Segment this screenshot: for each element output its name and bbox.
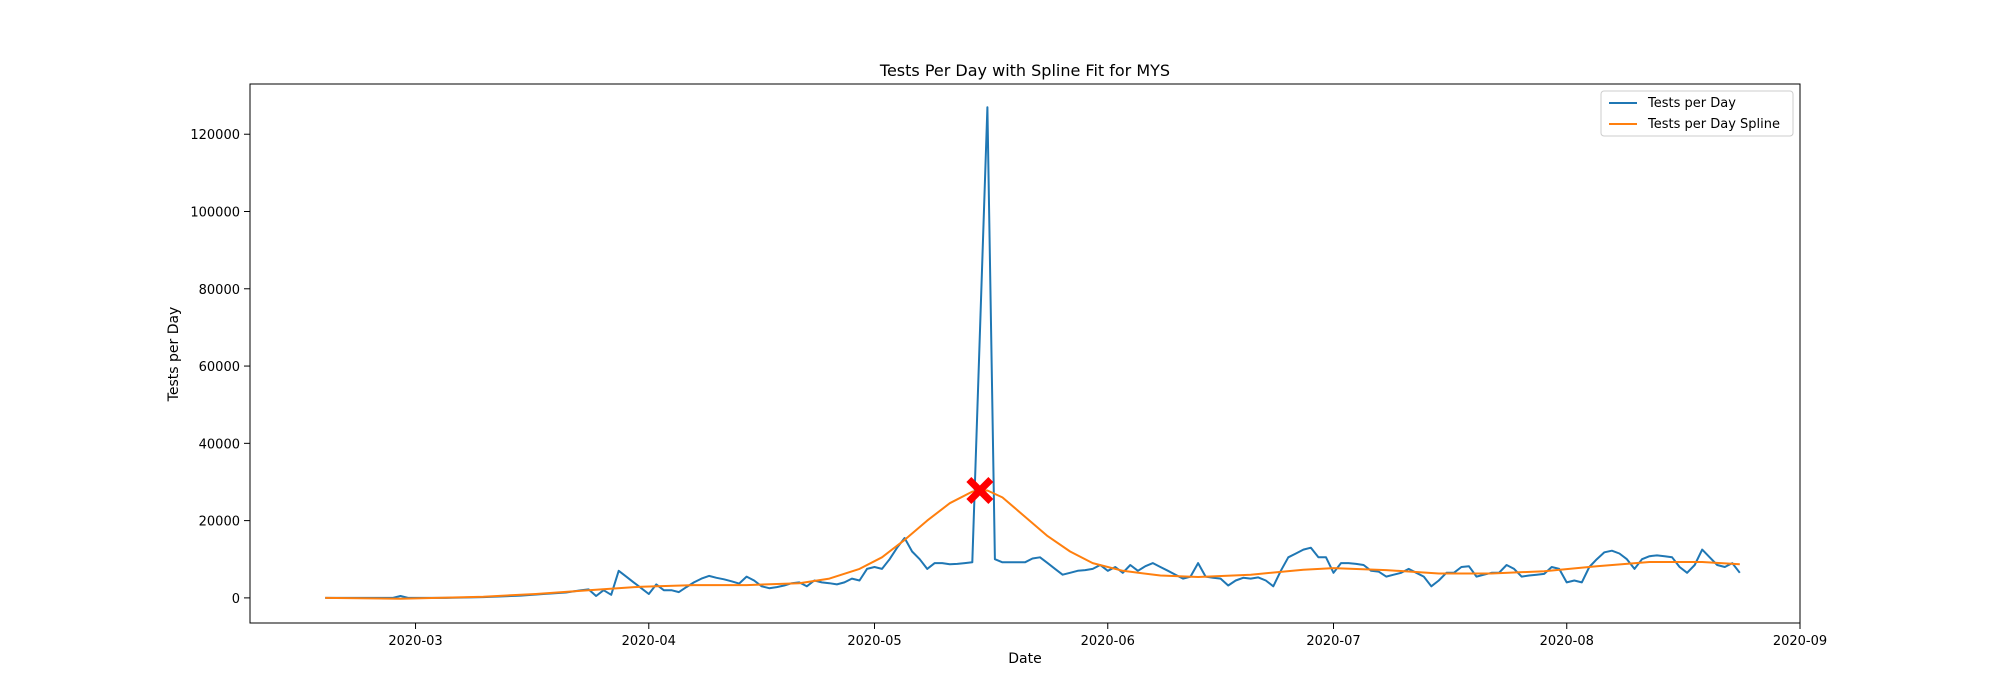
legend: Tests per Day Tests per Day Spline xyxy=(1600,90,1794,137)
y-axis-ticks: 0 20000 40000 60000 80000 100000 120000 xyxy=(190,128,250,607)
x-tick-label: 2020-06 xyxy=(1081,634,1135,649)
legend-label-spline: Tests per Day Spline xyxy=(1647,117,1780,132)
peak-marker-x-icon xyxy=(966,476,994,504)
y-tick-label: 80000 xyxy=(199,283,240,298)
y-tick-label: 0 xyxy=(232,592,240,607)
x-tick-label: 2020-08 xyxy=(1540,634,1594,649)
y-tick-label: 20000 xyxy=(199,515,240,530)
x-tick-label: 2020-07 xyxy=(1306,634,1360,649)
x-tick-label: 2020-04 xyxy=(622,634,676,649)
y-tick-label: 60000 xyxy=(199,360,240,375)
marker-layer xyxy=(966,476,994,504)
x-axis-label: Date xyxy=(1008,651,1041,667)
x-axis-ticks: 2020-03 2020-04 2020-05 2020-06 2020-07 2020-… xyxy=(388,623,1827,649)
chart-title: Tests Per Day with Spline Fit for MYS xyxy=(879,61,1170,80)
marker-stroke xyxy=(966,476,994,504)
y-tick-label: 120000 xyxy=(190,128,240,143)
legend-box xyxy=(1600,90,1794,137)
series-line-0 xyxy=(325,106,1741,599)
x-tick-label: 2020-09 xyxy=(1773,634,1827,649)
x-tick-label: 2020-05 xyxy=(847,634,901,649)
plot-frame xyxy=(249,83,1801,624)
y-tick-label: 100000 xyxy=(190,206,240,221)
y-tick-label: 40000 xyxy=(199,437,240,452)
legend-label-tests-per-day: Tests per Day xyxy=(1647,96,1736,111)
series-layer xyxy=(325,106,1741,600)
series-line-1 xyxy=(325,489,1740,600)
x-tick-label: 2020-03 xyxy=(388,634,442,649)
y-axis-label: Tests per Day xyxy=(166,307,182,403)
